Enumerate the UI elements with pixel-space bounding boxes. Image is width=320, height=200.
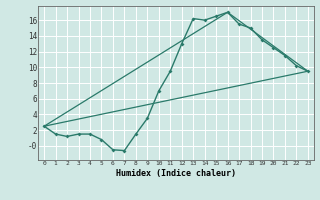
X-axis label: Humidex (Indice chaleur): Humidex (Indice chaleur)	[116, 169, 236, 178]
